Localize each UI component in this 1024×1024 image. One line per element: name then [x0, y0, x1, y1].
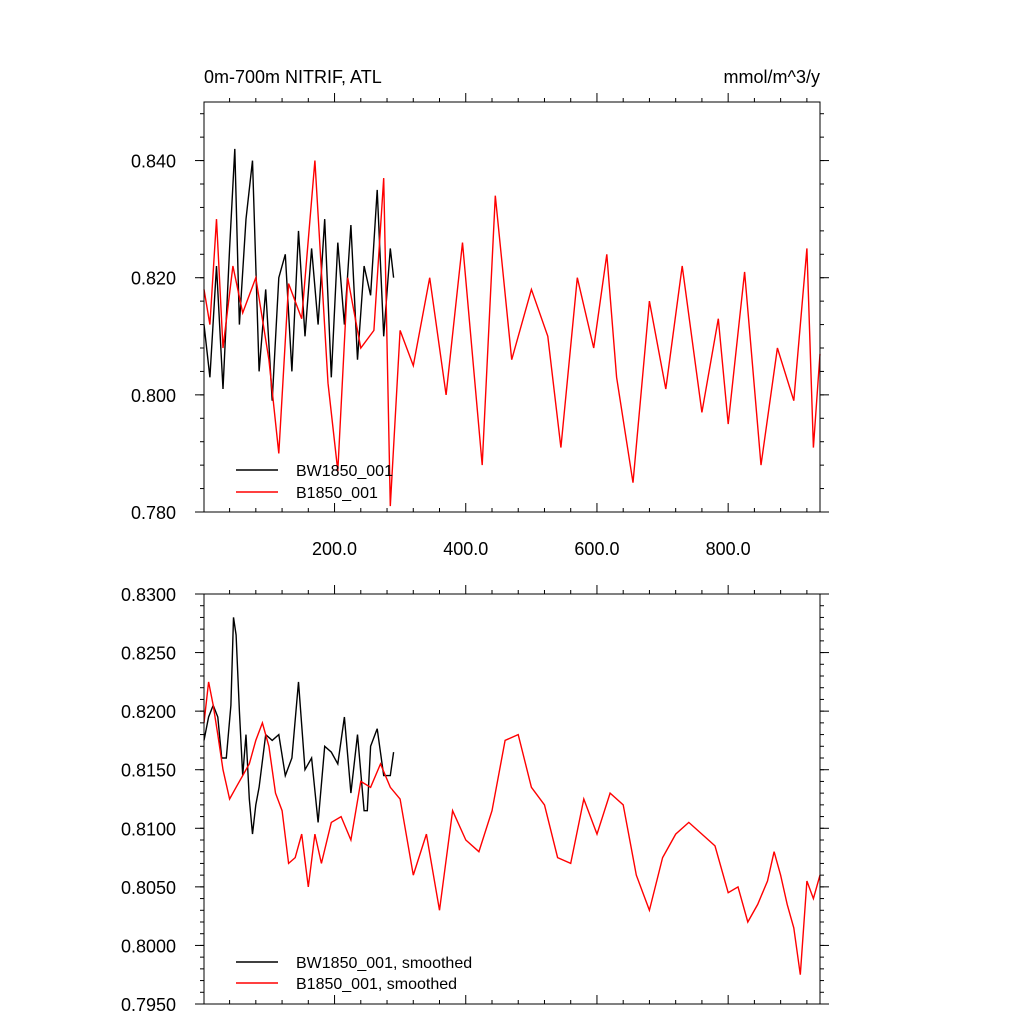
top-panel: 0m-700m NITRIF, ATL mmol/m^3/y 200.0 400.…	[131, 67, 829, 559]
bottom-y-tick-label: 0.8050	[121, 878, 176, 898]
units-label: mmol/m^3/y	[724, 67, 820, 87]
top-legend-label-b1850: B1850_001	[296, 485, 378, 502]
top-y-tick-label: 0.780	[131, 503, 176, 523]
bottom-legend: BW1850_001, smoothed B1850_001, smoothed	[236, 955, 472, 993]
top-axes-group: 200.0 400.0 600.0 800.0 0.780 0.800 0.820 0.840	[131, 93, 829, 559]
top-plot-frame	[203, 101, 821, 513]
top-y-tick-label: 0.840	[131, 152, 176, 172]
bottom-series-line-bw1850	[203, 617, 395, 835]
top-legend-label-bw1850: BW1850_001	[296, 463, 393, 480]
top-x-tick-label: 200.0	[312, 539, 357, 559]
bottom-y-tick-label: 0.8150	[121, 761, 176, 781]
bottom-legend-label-b1850: B1850_001, smoothed	[296, 976, 457, 993]
bottom-panel: 0.7950 0.8000 0.8050 0.8100 0.8150 0.8200 0.82…	[121, 585, 829, 1015]
bottom-series-line-b1850	[203, 681, 821, 975]
bottom-y-tick-label: 0.7950	[121, 995, 176, 1015]
bottom-axes-group: 0.7950 0.8000 0.8050 0.8100 0.8150 0.8200 0.82…	[121, 585, 829, 1015]
top-x-tick-label: 400.0	[443, 539, 488, 559]
bottom-y-tick-label: 0.8250	[121, 644, 176, 664]
top-y-tick-label: 0.820	[131, 269, 176, 289]
top-series-line-bw1850	[203, 148, 395, 401]
top-series-line-b1850	[203, 160, 821, 507]
bottom-y-tick-label: 0.8000	[121, 936, 176, 956]
top-x-tick-label: 800.0	[706, 539, 751, 559]
bottom-plot-frame	[203, 593, 821, 1005]
bottom-legend-label-bw1850: BW1850_001, smoothed	[296, 955, 472, 972]
top-x-tick-label: 600.0	[574, 539, 619, 559]
bottom-series-group	[203, 617, 821, 975]
bottom-y-tick-label: 0.8300	[121, 585, 176, 605]
top-legend: BW1850_001 B1850_001	[236, 463, 393, 502]
top-series-group	[203, 148, 821, 507]
bottom-y-tick-label: 0.8100	[121, 819, 176, 839]
chart-title: 0m-700m NITRIF, ATL	[204, 67, 382, 87]
bottom-y-tick-label: 0.8200	[121, 702, 176, 722]
top-y-tick-label: 0.800	[131, 386, 176, 406]
